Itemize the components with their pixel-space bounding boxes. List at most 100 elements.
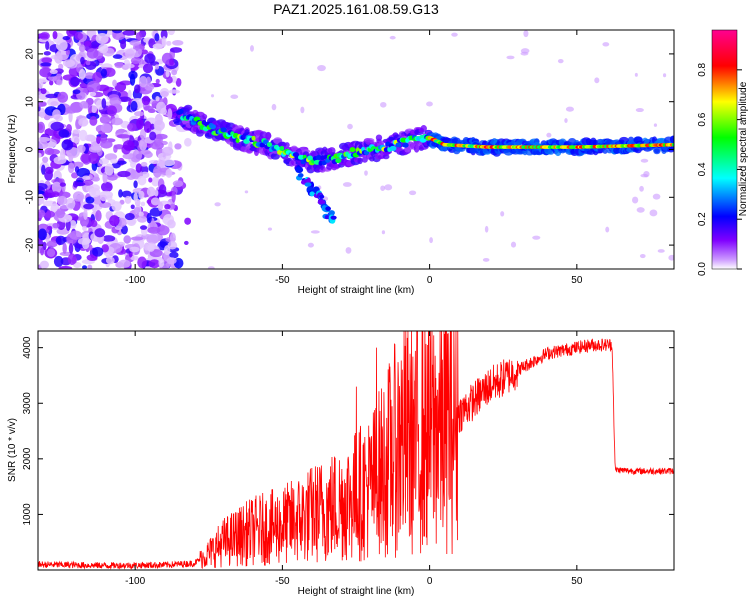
spectrogram-cell — [118, 96, 131, 102]
spectrogram-cell — [39, 260, 50, 269]
spectrogram-cell — [42, 156, 49, 163]
spectrogram-cell — [92, 246, 104, 257]
spectrogram-cell — [146, 234, 160, 244]
spectrogram-cell — [156, 101, 167, 114]
spectrogram-cell — [171, 69, 178, 76]
snr-y-ticks: 1000 2000 3000 4000 — [22, 336, 674, 526]
spectrogram-cell — [69, 230, 83, 240]
spectrogram-cell — [151, 100, 158, 108]
spectrogram-cell — [389, 35, 396, 40]
spectrogram-cell — [307, 155, 313, 161]
colorbar-tick-label: 0.8 — [697, 62, 708, 76]
spectrogram-cell — [89, 91, 97, 97]
spectrogram-cell — [244, 190, 249, 194]
spectrogram-cell — [45, 166, 54, 175]
spectrogram-cell — [51, 191, 60, 198]
spectrogram-cell — [68, 243, 74, 255]
spectrogram-cell — [120, 224, 128, 235]
spectrogram-cell — [284, 142, 290, 149]
spectrogram-cell — [72, 129, 81, 134]
spectrogram-cell — [402, 142, 409, 148]
spectrogram-cell — [98, 158, 109, 165]
spectrogram-cell — [123, 235, 132, 244]
spectrogram-cell — [172, 40, 184, 46]
spectrogram-cell — [51, 181, 62, 194]
spectrogram-cell — [130, 161, 137, 169]
spectrogram-cell — [154, 133, 168, 140]
spectrogram-cell — [59, 182, 66, 187]
spectrogram-cell — [345, 247, 352, 254]
spectrogram-cell — [169, 251, 179, 259]
colorbar: 0.0 0.2 0.4 0.6 0.8 Normalized spectral ampl… — [697, 29, 749, 276]
spectrogram-cell — [395, 142, 402, 148]
spectrogram-cell — [100, 123, 112, 134]
spectrogram-cell — [154, 64, 160, 70]
spectrogram-cell — [130, 100, 138, 112]
spectrogram-cell — [384, 184, 393, 191]
spectrogram-cell — [82, 225, 87, 232]
spectrogram-cell — [532, 235, 541, 240]
spectrogram-cell — [54, 52, 63, 64]
y-tick-label: 10 — [25, 96, 36, 108]
spectrogram-cell — [56, 195, 68, 206]
spectrogram-x-ticks: -100 -50 0 50 — [125, 30, 583, 286]
spectrogram-cell — [375, 134, 383, 142]
spectrogram-cell — [39, 67, 53, 78]
spectrogram-cell — [319, 194, 325, 199]
spectrogram-cell — [328, 210, 335, 216]
spectrogram-cell — [271, 103, 277, 111]
colorbar-tick-label: 0.2 — [697, 212, 708, 226]
spectrogram-cell — [100, 68, 108, 77]
spectrogram-cell — [139, 128, 147, 140]
spectrogram-cell — [121, 190, 132, 198]
spectrogram-cell — [297, 154, 305, 160]
spectrogram-cell — [61, 139, 74, 151]
snr-panel: -100 -50 0 50 1000 2000 3000 4000 Height of st… — [7, 330, 675, 597]
spectrogram-cell — [169, 232, 176, 243]
spectrogram-cell — [96, 135, 101, 144]
colorbar-gradient — [711, 29, 738, 270]
spectrogram-cell — [129, 246, 140, 253]
spectrogram-cell — [380, 185, 386, 191]
spectrogram-cell — [41, 57, 53, 64]
spectrogram-cell — [671, 142, 674, 147]
spectrogram-cell — [38, 78, 44, 90]
spectrogram-cell — [130, 255, 139, 261]
spectrogram-cell — [67, 162, 75, 174]
spectrogram-cell — [78, 68, 86, 80]
spectrogram-cell — [602, 148, 608, 154]
spectrogram-cell — [72, 161, 84, 168]
spectrogram-cell — [380, 101, 387, 108]
spectrogram-cell — [324, 214, 330, 220]
spectrogram-cell — [657, 249, 665, 253]
spectrogram-cell — [117, 259, 131, 268]
spectrogram-cell — [146, 212, 152, 224]
spectrogram-cell — [140, 201, 146, 207]
spectrogram-cell — [130, 236, 144, 241]
spectrogram-cell — [102, 235, 116, 242]
spectrogram-cell — [169, 203, 176, 210]
spectrogram-cell — [267, 227, 273, 231]
spectrogram-cell — [144, 53, 156, 64]
x-tick-label: 0 — [427, 275, 433, 286]
snr-y-label: SNR (10 * v/v) — [7, 418, 18, 482]
spectrogram-cell — [53, 156, 67, 165]
spectrogram-cell — [520, 51, 529, 56]
spectrogram-cell — [80, 153, 91, 164]
spectrogram-cell — [62, 242, 67, 255]
spectrogram-cell — [184, 240, 189, 245]
spectrogram-cell — [420, 125, 427, 132]
spectrogram-cell — [134, 111, 145, 117]
spectrogram-cell — [99, 202, 112, 208]
x-tick-label: 0 — [427, 576, 433, 587]
spectrogram-cell — [564, 118, 568, 123]
spectrogram-cell — [141, 95, 151, 106]
spectrogram-cell — [184, 104, 193, 111]
spectrogram-cell — [52, 222, 60, 229]
spectrogram-cell — [69, 220, 77, 229]
spectrogram-cell — [164, 204, 171, 210]
snr-plot-area — [38, 331, 674, 570]
spectrogram-cell — [41, 164, 46, 175]
spectrogram-cell — [605, 226, 610, 233]
spectrogram-cell — [167, 108, 173, 120]
